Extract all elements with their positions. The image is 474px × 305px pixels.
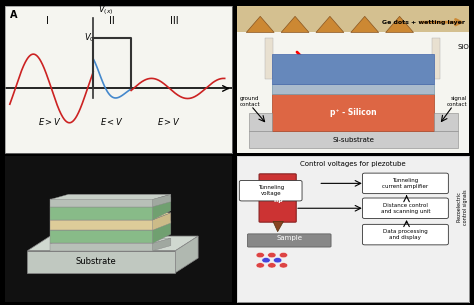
FancyBboxPatch shape <box>239 181 302 201</box>
Text: ground
contact: ground contact <box>239 96 260 107</box>
Polygon shape <box>50 243 153 251</box>
Text: tunnel region: tunnel region <box>332 86 374 91</box>
Text: Control voltages for piezotube: Control voltages for piezotube <box>301 161 406 167</box>
FancyBboxPatch shape <box>363 198 448 218</box>
Circle shape <box>279 263 288 268</box>
Polygon shape <box>50 238 171 243</box>
Text: $E > V$: $E > V$ <box>157 116 181 127</box>
Text: $V_0$: $V_0$ <box>84 31 95 44</box>
Polygon shape <box>50 213 171 220</box>
Text: Data processing
and display: Data processing and display <box>383 229 428 240</box>
Text: Sample: Sample <box>276 235 302 242</box>
Polygon shape <box>27 251 175 273</box>
FancyBboxPatch shape <box>363 224 448 245</box>
Bar <box>265 38 273 79</box>
Text: II: II <box>109 16 115 27</box>
Polygon shape <box>316 16 344 32</box>
Circle shape <box>273 258 282 263</box>
Circle shape <box>279 253 288 258</box>
Bar <box>272 84 434 94</box>
FancyBboxPatch shape <box>363 173 448 194</box>
Text: I: I <box>46 16 49 27</box>
Text: $V_{(x)}$: $V_{(x)}$ <box>98 4 114 17</box>
Circle shape <box>256 263 264 268</box>
Text: SiO₂: SiO₂ <box>457 44 472 50</box>
Text: Piezoelectric
control signals: Piezoelectric control signals <box>457 189 468 224</box>
Polygon shape <box>281 16 309 32</box>
Polygon shape <box>153 213 171 230</box>
Bar <box>248 113 272 131</box>
Text: Tip: Tip <box>273 198 283 203</box>
Polygon shape <box>246 16 274 32</box>
Polygon shape <box>351 16 379 32</box>
Circle shape <box>268 263 276 268</box>
Text: Distance control
and scanning unit: Distance control and scanning unit <box>381 203 430 214</box>
Text: III: III <box>170 16 178 27</box>
Circle shape <box>256 253 264 258</box>
Text: n⁺ - Silicon: n⁺ - Silicon <box>330 65 376 74</box>
FancyBboxPatch shape <box>259 174 296 222</box>
Text: signal
contact: signal contact <box>447 96 467 107</box>
Polygon shape <box>153 198 171 220</box>
Bar <box>272 94 434 131</box>
Text: A: A <box>10 9 17 20</box>
Polygon shape <box>50 194 171 199</box>
Polygon shape <box>50 207 153 220</box>
Text: $E > V$: $E > V$ <box>38 116 62 127</box>
Polygon shape <box>175 236 198 273</box>
Polygon shape <box>273 221 283 232</box>
Circle shape <box>262 258 270 263</box>
Text: Substrate: Substrate <box>75 257 116 266</box>
Text: $E < V$: $E < V$ <box>100 116 124 127</box>
Bar <box>434 113 457 131</box>
Text: Ge dots + wetting layer: Ge dots + wetting layer <box>382 20 465 25</box>
Polygon shape <box>50 198 171 207</box>
Bar <box>272 54 434 84</box>
Text: Si-substrate: Si-substrate <box>332 137 374 143</box>
Polygon shape <box>153 194 171 207</box>
Polygon shape <box>153 221 171 243</box>
Polygon shape <box>27 236 198 251</box>
Bar <box>248 131 457 148</box>
Polygon shape <box>386 16 413 32</box>
Polygon shape <box>153 238 171 251</box>
Text: Tunneling
voltage: Tunneling voltage <box>257 185 284 196</box>
Bar <box>432 38 440 79</box>
Polygon shape <box>50 199 153 207</box>
Text: p⁺ - Silicon: p⁺ - Silicon <box>330 108 376 117</box>
Bar <box>237 6 469 32</box>
Circle shape <box>268 253 276 258</box>
Text: Tunneling
current amplifier: Tunneling current amplifier <box>383 178 428 189</box>
Polygon shape <box>50 230 153 243</box>
Polygon shape <box>50 220 153 230</box>
FancyBboxPatch shape <box>247 234 331 247</box>
Polygon shape <box>50 221 171 230</box>
